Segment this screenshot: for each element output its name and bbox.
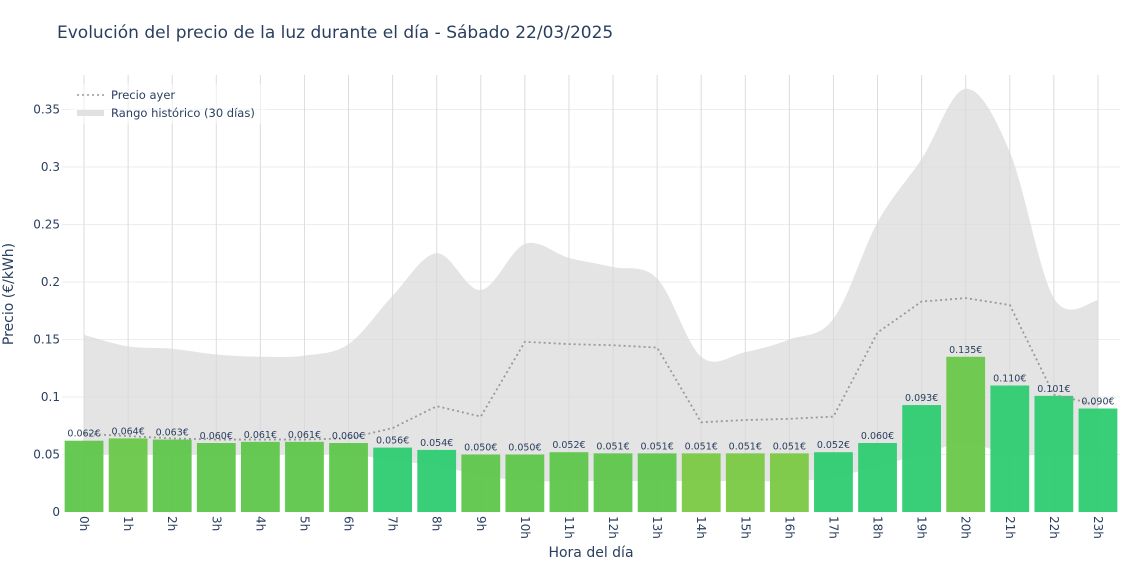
- bar-value-label-12h: 0.051€: [596, 441, 629, 452]
- price-bar-8h: [417, 449, 457, 512]
- price-bar-11h: [549, 452, 589, 512]
- x-tick-label-0h: 0h: [77, 516, 91, 531]
- price-bar-7h: [373, 447, 413, 512]
- bar-value-label-10h: 0.050€: [508, 443, 541, 454]
- x-tick-label-11h: 11h: [562, 516, 576, 539]
- x-tick-label-22h: 22h: [1047, 516, 1061, 539]
- price-bar-1h: [108, 438, 148, 512]
- x-axis-ticks: 0h 1h 2h 3h 4h 5h 6h 7h 8h 9h 10h 11h 12h 13h 14h 15h 16…: [77, 516, 1105, 539]
- price-bar-6h: [329, 443, 368, 512]
- x-tick-label-19h: 19h: [915, 516, 929, 539]
- price-bar-22h: [1034, 395, 1074, 512]
- bar-value-label-8h: 0.054€: [420, 438, 453, 449]
- y-tick-label: 0.2: [41, 275, 60, 289]
- bar-value-label-14h: 0.051€: [685, 441, 718, 452]
- x-tick-label-18h: 18h: [871, 516, 885, 539]
- x-tick-label-4h: 4h: [253, 516, 267, 531]
- x-axis-label: Hora del día: [548, 545, 633, 561]
- y-axis-label: Precio (€/kWh): [1, 243, 17, 345]
- bar-value-label-3h: 0.060€: [200, 431, 233, 442]
- x-tick-label-21h: 21h: [1003, 516, 1017, 539]
- price-bar-13h: [637, 453, 677, 512]
- price-bar-19h: [902, 405, 942, 512]
- x-tick-label-10h: 10h: [518, 516, 532, 539]
- legend-item-yesterday[interactable]: Precio ayer: [111, 88, 175, 102]
- bar-labels: 0.062€ 0.064€ 0.063€ 0.060€ 0.061€ 0.061€ 0.06…: [67, 345, 1114, 454]
- bar-value-label-0h: 0.062€: [67, 429, 100, 440]
- bar-value-label-9h: 0.050€: [464, 443, 497, 454]
- y-tick-label: 0.35: [33, 103, 60, 117]
- bars: [64, 356, 1118, 512]
- bar-value-label-13h: 0.051€: [641, 441, 674, 452]
- bar-value-label-1h: 0.064€: [112, 426, 145, 437]
- y-tick-label: 0.05: [33, 448, 60, 462]
- bar-value-label-22h: 0.101€: [1037, 384, 1070, 395]
- bar-value-label-7h: 0.056€: [376, 436, 409, 447]
- y-axis-ticks: 0 0.05 0.1 0.15 0.2 0.25 0.3 0.35: [33, 103, 60, 520]
- price-bar-14h: [681, 453, 721, 512]
- x-tick-label-7h: 7h: [386, 516, 400, 531]
- x-tick-label-8h: 8h: [430, 516, 444, 531]
- x-tick-label-3h: 3h: [209, 516, 223, 531]
- x-tick-label-1h: 1h: [121, 516, 135, 531]
- chart-title: Evolución del precio de la luz durante e…: [57, 23, 613, 43]
- price-bar-21h: [990, 385, 1030, 512]
- bar-value-label-17h: 0.052€: [817, 440, 850, 451]
- bar-value-label-4h: 0.061€: [244, 430, 277, 441]
- x-tick-label-14h: 14h: [694, 516, 708, 539]
- x-tick-label-15h: 15h: [738, 516, 752, 539]
- bar-value-label-2h: 0.063€: [156, 428, 189, 439]
- price-bar-0h: [64, 440, 104, 512]
- price-bar-20h: [946, 356, 986, 512]
- bar-value-label-21h: 0.110€: [993, 374, 1026, 385]
- price-bar-3h: [196, 443, 236, 512]
- price-bar-16h: [769, 453, 809, 512]
- price-bar-15h: [725, 453, 765, 512]
- x-tick-label-20h: 20h: [959, 516, 973, 539]
- price-bar-5h: [285, 441, 324, 512]
- x-tick-label-16h: 16h: [782, 516, 796, 539]
- bar-value-label-23h: 0.090€: [1081, 397, 1114, 408]
- price-bar-23h: [1078, 408, 1118, 512]
- price-bar-4h: [240, 441, 280, 512]
- price-bar-2h: [152, 439, 192, 512]
- historical-range-area: [84, 88, 1098, 482]
- x-tick-label-12h: 12h: [606, 516, 620, 539]
- bar-value-label-6h: 0.060€: [332, 431, 365, 442]
- y-tick-label: 0.25: [33, 218, 60, 232]
- bar-value-label-16h: 0.051€: [773, 441, 806, 452]
- x-tick-label-5h: 5h: [297, 516, 311, 531]
- y-tick-label: 0.15: [33, 333, 60, 347]
- bar-value-label-20h: 0.135€: [949, 345, 982, 356]
- x-tick-label-13h: 13h: [650, 516, 664, 539]
- historical-range-band: [84, 88, 1098, 482]
- y-tick-label: 0.3: [41, 160, 60, 174]
- price-bar-17h: [814, 452, 853, 512]
- price-bar-12h: [593, 453, 633, 512]
- legend[interactable]: Precio ayer Rango histórico (30 días): [70, 84, 266, 124]
- x-tick-label-2h: 2h: [165, 516, 179, 531]
- price-bar-18h: [858, 443, 897, 512]
- y-tick-label: 0.1: [41, 390, 60, 404]
- bar-value-label-11h: 0.052€: [552, 440, 585, 451]
- x-tick-label-17h: 17h: [826, 516, 840, 539]
- bar-value-label-18h: 0.060€: [861, 431, 894, 442]
- bar-value-label-19h: 0.093€: [905, 393, 938, 404]
- legend-band-swatch: [77, 110, 104, 116]
- y-tick-label: 0: [52, 505, 60, 519]
- x-tick-label-9h: 9h: [474, 516, 488, 531]
- x-tick-label-6h: 6h: [342, 516, 356, 531]
- bar-value-label-15h: 0.051€: [729, 441, 762, 452]
- price-bar-10h: [505, 454, 545, 512]
- bar-value-label-5h: 0.061€: [288, 430, 321, 441]
- legend-item-historical-range[interactable]: Rango histórico (30 días): [111, 106, 255, 120]
- price-bar-9h: [461, 454, 501, 512]
- x-tick-label-23h: 23h: [1091, 516, 1105, 539]
